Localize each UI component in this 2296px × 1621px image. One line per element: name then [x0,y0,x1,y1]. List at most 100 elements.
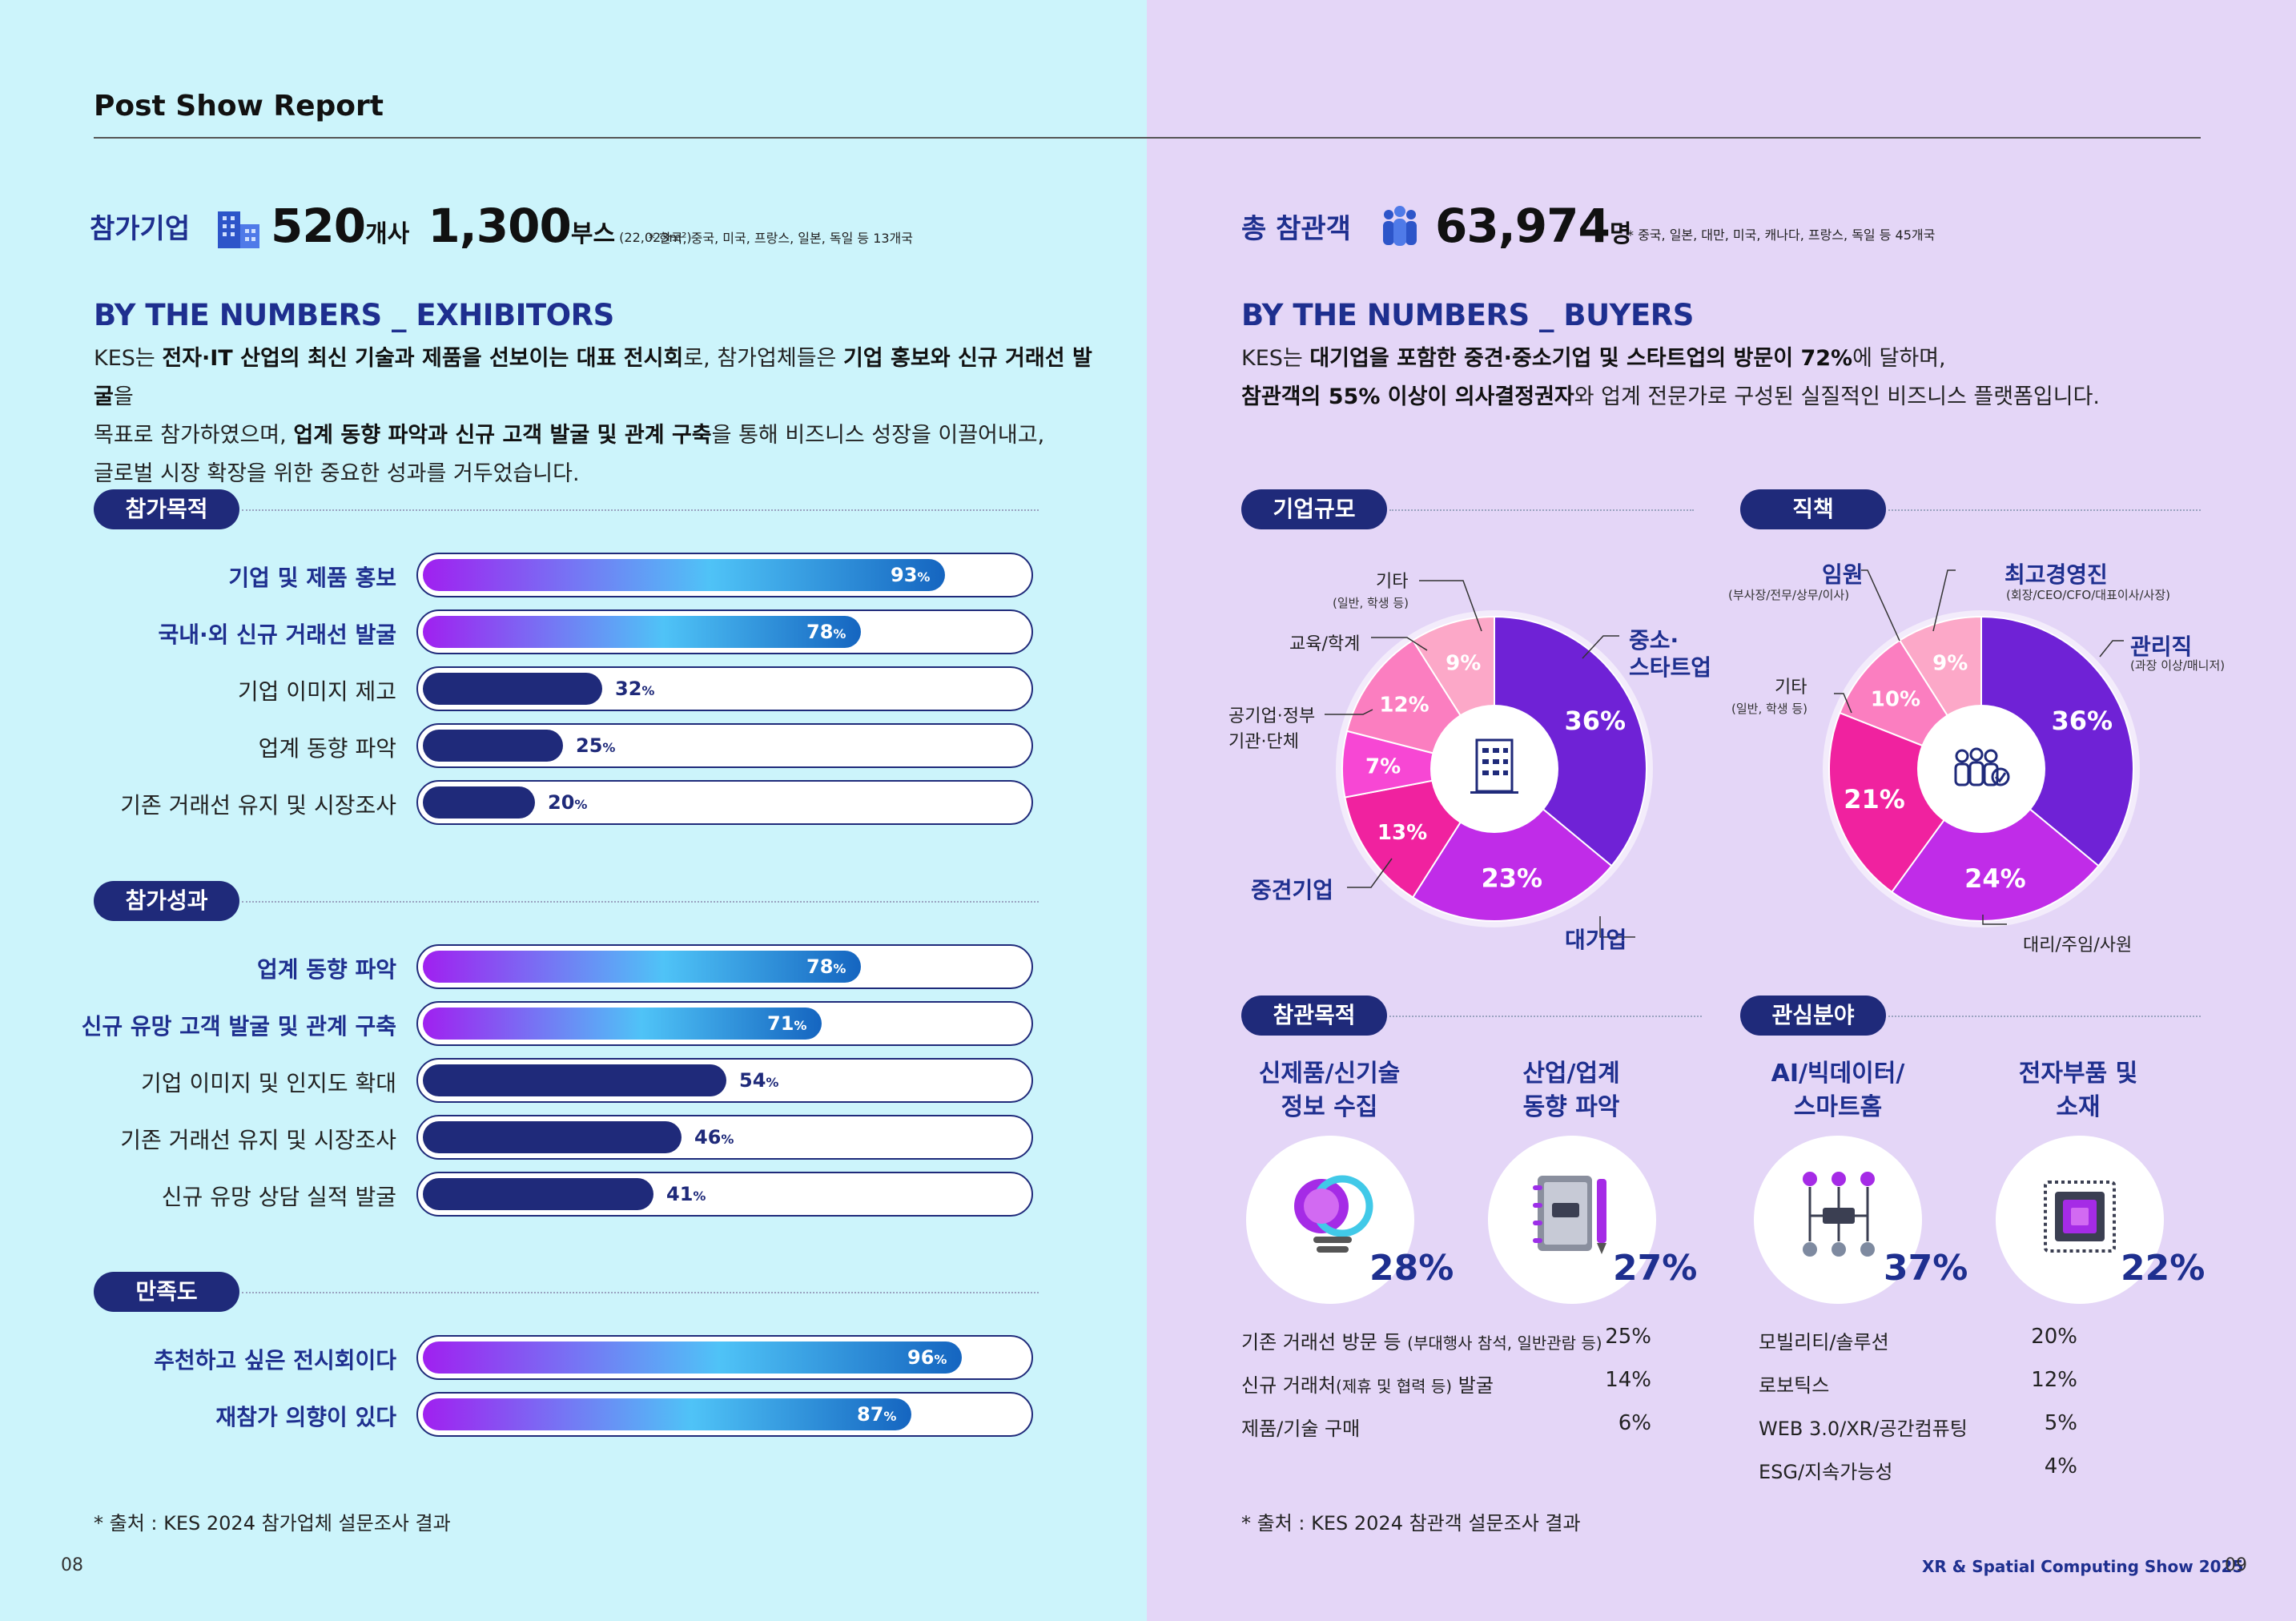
company-size-pct: 12% [1379,693,1429,717]
position-pct: 24% [1964,863,2026,894]
purpose-pct-1: 28% [1369,1248,1454,1289]
bar-fill [423,951,861,983]
bar-fill [423,1008,822,1040]
intro-line: 목표로 참가하였으며, 업계 동향 파악과 신규 고객 발굴 및 관계 구축을 … [94,423,1045,448]
page-number-right: 09 [2225,1555,2247,1575]
group-divider [242,1292,1039,1293]
group-pill: 만족도 [94,1272,239,1312]
booths-count: 1,300 [428,199,571,253]
pill-purpose: 참관목적 [1241,996,1387,1036]
building-icon [218,211,259,248]
bar-fill [423,1121,682,1153]
companies-unit: 개사 [365,220,410,248]
team-check-icon [1954,747,2010,786]
pos-label-exec: 임원 [1822,561,1864,588]
bar-label: 신규 유망 고객 발굴 및 관계 구축 [81,1013,396,1040]
bar-fill [423,1064,726,1096]
report-title: Post Show Report [94,90,384,123]
bar-label: 기업 이미지 제고 [237,678,396,705]
exhibitor-stats: 520개사 1,300부스 (22,023m²) [271,199,692,253]
intro-line: KES는 전자·IT 산업의 최신 기술과 제품을 선보이는 대표 전시회로, … [94,346,1092,409]
pill-interest: 관심분야 [1740,996,1886,1036]
visitors-unit: 명 [1609,220,1632,248]
position-slice [1890,767,2100,922]
bar-track: 78% [416,944,1033,989]
exhibitors-section-title: BY THE NUMBERS _ EXHIBITORS [94,298,614,332]
purpose-pct-2: 27% [1613,1248,1698,1289]
company-size-center [1430,705,1558,833]
people-icon [1383,206,1417,246]
bar-value: 87% [857,1403,897,1426]
interest-title-2: 전자부품 및 소재 [2018,1060,2138,1121]
visitor-country-note: * 중국, 일본, 대만, 미국, 캐나다, 프랑스, 독일 등 45개국 [1627,227,1936,243]
interest-pct-2: 22% [2121,1248,2206,1289]
bar-label: 업계 동향 파악 [258,735,396,762]
interest-title-1: AI/빅데이터/스마트홈 [1771,1060,1905,1121]
cs-label-etc-sub: (일반, 학생 등) [1333,596,1409,610]
bar-value: 93% [891,564,931,586]
position-pct: 36% [2051,706,2113,736]
interest-list-item: WEB 3.0/XR/공간컴퓨팅 [1759,1418,1968,1440]
bar-value: 32% [615,678,655,700]
pos-label-exec-sub: (부사장/전무/상무/이사) [1728,588,1850,602]
divider [1389,1016,1702,1017]
company-size-pct: 23% [1481,863,1542,893]
bar-label: 기업 및 제품 홍보 [228,565,396,591]
header-rule [94,137,2201,139]
pos-label-etc-sub: (일반, 학생 등) [1731,702,1808,716]
notebook-icon [1533,1176,1606,1254]
interest-pct-1: 37% [1884,1248,1968,1289]
purpose-list-value-1: 25% [1605,1325,1651,1349]
chip-icon [2044,1181,2116,1253]
bar-track: 78% [416,609,1033,654]
pos-label-staff: 대리/주임/사원 [2023,935,2133,955]
interest-list-value: 5% [2044,1411,2077,1435]
cs-label-large: 대기업 [1565,927,1627,953]
pos-label-mgr: 관리직 [2130,634,2193,660]
interest-list-value: 12% [2031,1368,2077,1392]
bar-track: 25% [416,723,1033,768]
company-size-slice [1494,615,1647,867]
bar-label: 기업 이미지 및 인지도 확대 [141,1070,396,1096]
buyers-intro: KES는 대기업을 포함한 중견·중소기업 및 스타트업의 방문이 72%에 달… [1241,340,2250,416]
interest-list-value: 20% [2031,1325,2077,1349]
network-icon [1803,1172,1875,1257]
pos-label-etc: 기타 [1775,678,1807,698]
company-size-slice [1411,767,1613,922]
purpose-title-1: 신제품/신기술 정보 수집 [1258,1060,1401,1121]
pos-label-ceo-sub: (회장/CEO/CFO/대표이사/사장) [2006,588,2170,602]
purpose-title-2: 산업/업계 동향 파악 [1522,1060,1620,1121]
exhibitor-stat-label: 참가기업 [90,213,191,245]
intro-line: 참관객의 55% 이상이 의사결정권자와 업계 전문가로 구성된 실질적인 비즈… [1241,384,2100,409]
company-size-pct: 36% [1564,706,1626,736]
bar-fill [423,730,563,762]
brand-name: XR & Spatial Computing Show 2025 [1922,1557,2244,1576]
intro-line: 글로벌 시장 확장을 위한 중요한 성과를 거두었습니다. [94,461,580,486]
cs-label-mid: 중견기업 [1251,877,1334,903]
buyers-section-title: BY THE NUMBERS _ BUYERS [1241,298,1694,332]
bar-label: 기존 거래선 유지 및 시장조사 [120,1127,396,1153]
cs-label-sme-2: 스타트업 [1629,654,1712,681]
position-pct: 10% [1871,687,1920,711]
bar-label: 기존 거래선 유지 및 시장조사 [120,792,396,819]
bar-value: 96% [907,1346,947,1369]
interest-list-value: 4% [2044,1454,2077,1478]
position-pct: 21% [1844,784,1905,815]
position-pct: 9% [1932,652,1968,676]
bar-label: 신규 유망 상담 실적 발굴 [161,1184,396,1210]
building-outline-icon [1470,738,1518,794]
bar-track: 96% [416,1335,1033,1380]
group-pill: 참가성과 [94,881,239,921]
leader-lines [1325,569,2124,938]
bar-value: 46% [694,1126,734,1148]
booths-unit: 부스 [570,220,616,248]
cs-label-etc: 기타 [1376,572,1409,592]
cs-label-edu: 교육/학계 [1289,634,1361,654]
bar-fill [423,1178,653,1210]
cs-label-sme-1: 중소· [1629,627,1679,654]
company-size-pct: 7% [1365,755,1401,779]
visitors-count: 63,974 [1435,199,1610,253]
buyer-footnote: * 출처 : KES 2024 참관객 설문조사 결과 [1241,1512,1581,1535]
bar-track: 87% [416,1392,1033,1437]
bar-value: 71% [767,1012,807,1035]
